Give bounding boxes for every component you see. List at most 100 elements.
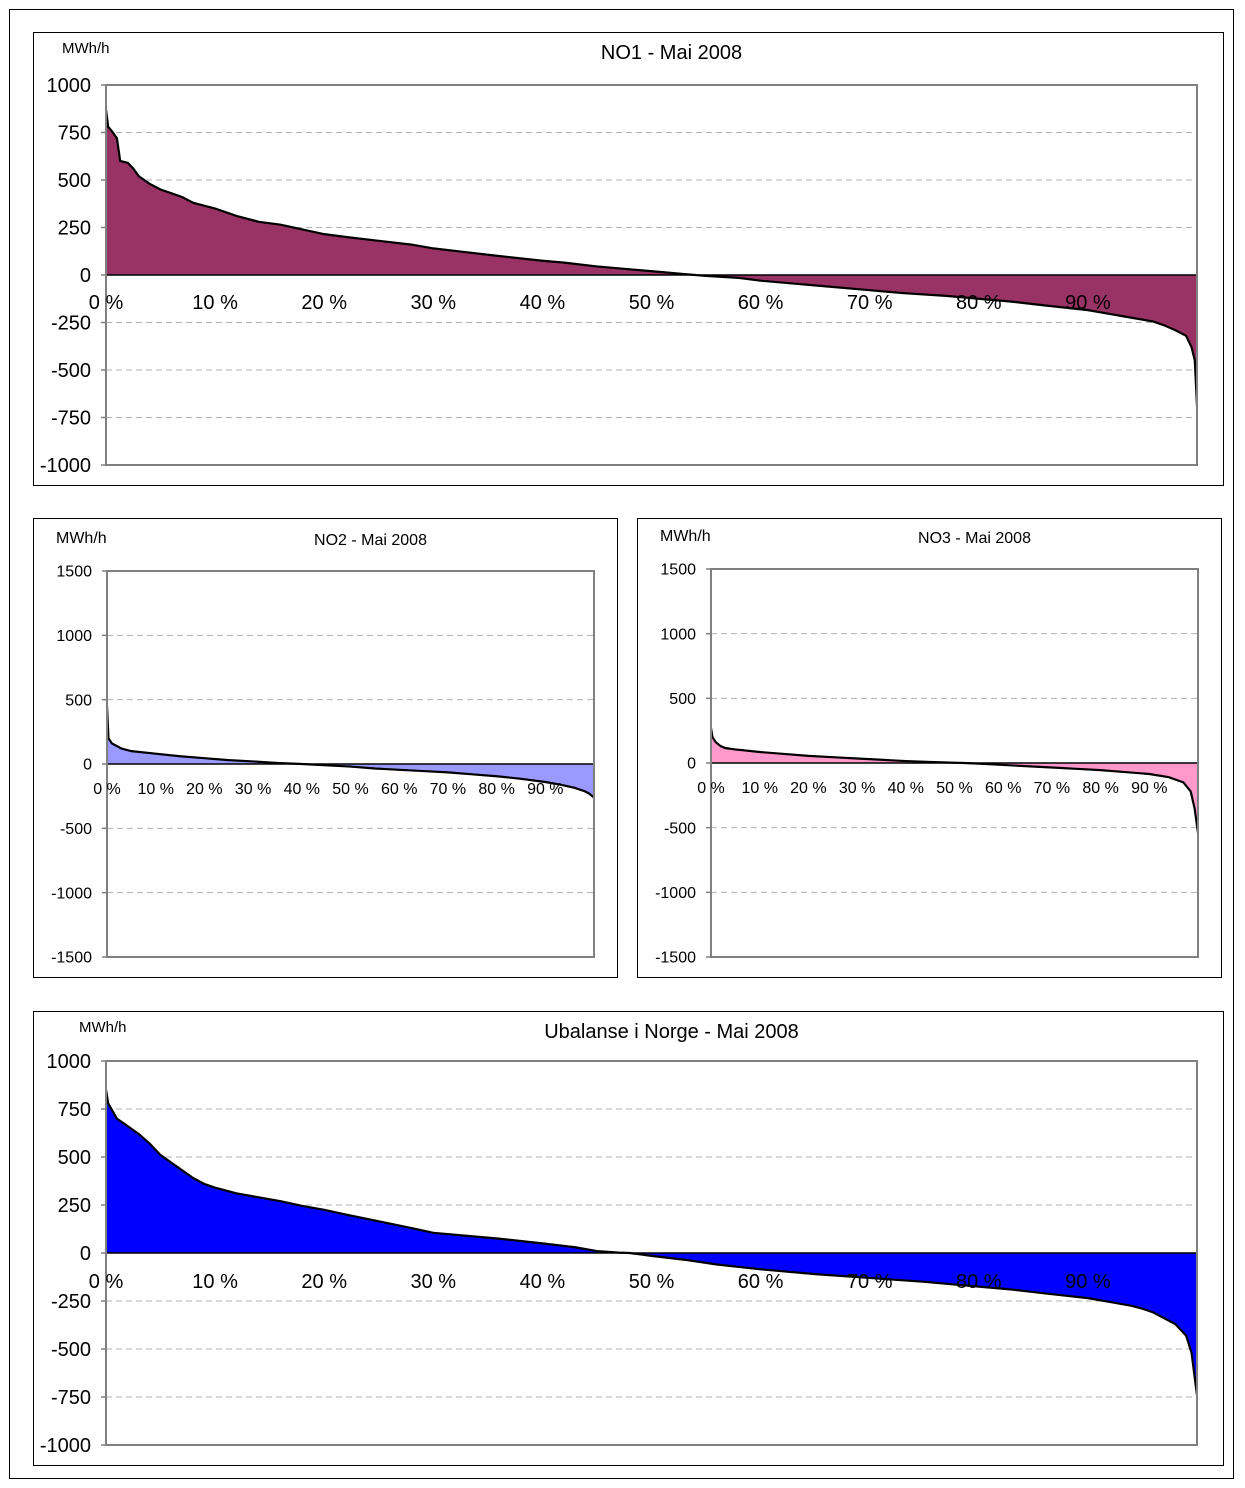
x-tick-label: 0 %: [89, 1271, 124, 1293]
data-point: [1185, 335, 1187, 337]
x-tick-label: 30 %: [839, 780, 875, 797]
y-axis-unit-label: MWh/h: [660, 528, 711, 545]
data-point: [650, 1255, 653, 1257]
x-tick-label: 40 %: [888, 780, 924, 797]
data-point: [1193, 807, 1196, 809]
data-point: [422, 770, 425, 772]
data-point: [345, 1214, 347, 1216]
x-tick-label: 80 %: [478, 781, 514, 798]
data-point: [116, 745, 118, 747]
data-point: [978, 1286, 980, 1288]
data-point: [374, 767, 376, 770]
data-point: [760, 280, 762, 282]
data-point: [1124, 771, 1126, 773]
data-point: [661, 271, 664, 273]
y-tick-label: -750: [51, 408, 91, 430]
data-point: [378, 1220, 380, 1222]
data-point: [398, 769, 400, 771]
data-point: [945, 295, 947, 297]
data-point: [738, 277, 740, 279]
data-point: [116, 137, 118, 139]
x-tick-label: 20 %: [301, 1271, 347, 1293]
data-point: [583, 790, 585, 792]
chart-ubalanse-norge: Ubalanse i Norge - Mai 2008 MWh/h 1000 750 5…: [33, 1011, 1224, 1466]
data-point: [814, 1273, 816, 1275]
data-point: [1130, 317, 1133, 319]
data-point: [759, 751, 761, 753]
chart-title: NO3 - Mai 2008: [918, 530, 1031, 547]
x-tick-label: 10 %: [137, 781, 173, 798]
x-tick-label: 30 %: [411, 1271, 457, 1293]
data-point: [1087, 309, 1089, 311]
data-point: [498, 255, 500, 257]
y-tick-label: -500: [664, 820, 696, 837]
data-point: [880, 759, 883, 761]
x-tick-label: 70 %: [847, 1271, 893, 1293]
x-tick-label: 50 %: [629, 1271, 675, 1293]
data-point: [301, 1205, 303, 1207]
x-tick-label: 80 %: [956, 1271, 1002, 1293]
y-tick-label: -250: [51, 1291, 91, 1313]
data-point: [1109, 313, 1111, 315]
page-frame: [9, 9, 1234, 1479]
data-point: [1043, 1292, 1045, 1294]
data-point: [138, 175, 140, 177]
y-tick-label: 250: [58, 1195, 91, 1217]
chart-svg-no3: NO3 - Mai 2008 MWh/h 1500 1000 500 0 -500 -1000…: [655, 528, 1200, 967]
y-tick-label: 1500: [56, 564, 92, 581]
data-point: [588, 792, 590, 795]
chart-svg-tot: Ubalanse i Norge - Mai 2008 MWh/h 1000 750 5…: [40, 1019, 1199, 1457]
y-tick-label: 1000: [660, 626, 696, 643]
data-point: [541, 1242, 543, 1244]
data-point: [869, 289, 871, 291]
data-point: [715, 741, 717, 743]
data-point: [138, 1133, 140, 1135]
data-point: [563, 262, 565, 264]
data-point: [905, 760, 907, 762]
x-tick-label: 40 %: [520, 292, 566, 314]
x-tick-label: 50 %: [936, 780, 972, 797]
x-tick-label: 60 %: [985, 780, 1021, 797]
data-point: [734, 748, 736, 751]
data-line: [105, 706, 595, 799]
chart-title: NO2 - Mai 2008: [314, 532, 427, 549]
data-point: [214, 207, 216, 210]
x-tick-label: 80 %: [956, 292, 1002, 314]
data-point: [807, 755, 809, 757]
data-point: [236, 1192, 238, 1195]
data-point: [179, 755, 181, 757]
data-point: [203, 1183, 205, 1185]
data-point: [629, 268, 631, 270]
y-tick-label: 1500: [660, 562, 696, 579]
x-tick-label: 10 %: [741, 780, 777, 797]
data-point: [496, 775, 498, 777]
data-point: [573, 787, 576, 789]
y-tick-label: 500: [65, 692, 92, 709]
data-point: [111, 742, 113, 745]
data-point: [1010, 301, 1013, 303]
data-point: [1087, 1297, 1089, 1299]
data-point: [716, 1263, 718, 1266]
y-axis-unit-label: MWh/h: [62, 40, 110, 57]
data-point: [159, 188, 162, 191]
data-point: [869, 1277, 871, 1279]
data-point: [149, 1142, 151, 1145]
x-tick-label: 40 %: [520, 1271, 566, 1293]
data-point: [349, 765, 352, 768]
data-point: [783, 753, 785, 755]
x-tick-label: 90 %: [1065, 1271, 1111, 1293]
y-tick-label: 0: [80, 265, 91, 287]
x-tick-label: 90 %: [1131, 780, 1167, 797]
data-point: [856, 757, 858, 760]
data-point: [252, 760, 254, 763]
data-point: [192, 1177, 194, 1179]
data-point: [901, 292, 904, 294]
data-point: [159, 1154, 162, 1156]
data-point: [110, 1108, 113, 1110]
y-tick-label: -1000: [40, 1435, 91, 1457]
x-tick-label: 40 %: [284, 781, 320, 798]
data-point: [465, 1235, 467, 1237]
data-point: [323, 233, 325, 235]
data-point: [1100, 769, 1102, 771]
y-tick-label: -1000: [655, 885, 696, 902]
